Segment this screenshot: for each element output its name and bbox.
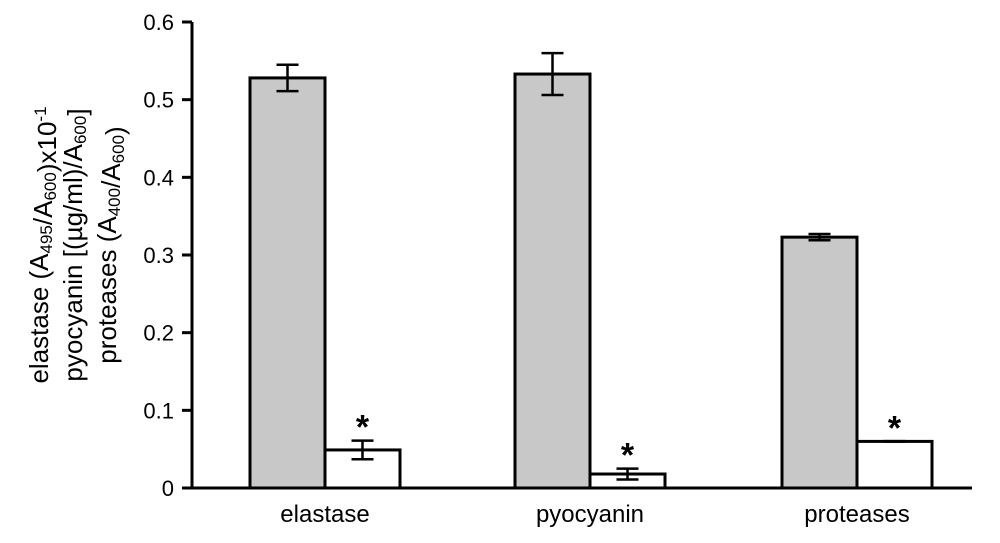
bar-proteases-series-2: [855, 439, 934, 490]
significance-marks: * * *: [356, 409, 902, 475]
y-axis-ticks: 0 0.1 0.2 0.3 0.4 0.5 0.6: [143, 10, 192, 501]
y-axis-label-run: pyocyanin [(µg/ml)/A: [58, 143, 88, 381]
y-axis-label-run: /A: [28, 200, 58, 225]
significance-asterisk: *: [356, 409, 370, 447]
y-axis-label-run: 600: [109, 135, 128, 163]
x-category-label: proteases: [804, 501, 909, 528]
y-axis-label-run: )x10: [32, 122, 62, 173]
y-axis-label-run: elastase (A: [24, 253, 54, 384]
y-tick-label: 0.2: [143, 321, 174, 346]
bar-proteases-series-1: [780, 235, 859, 490]
y-axis-label-run: ): [100, 126, 130, 135]
y-tick-label: 0.4: [143, 165, 174, 190]
y-axis-label-line-3: proteases (A400/A600): [92, 126, 130, 363]
y-axis-label-line-2: pyocyanin [(µg/ml)/A600]: [58, 108, 92, 381]
y-axis-label-run: 600: [71, 116, 90, 144]
y-axis-label-run: /A: [96, 163, 126, 188]
significance-asterisk: *: [888, 409, 902, 447]
y-tick-label: 0.3: [143, 243, 174, 268]
y-axis-label-run: proteases (A: [92, 216, 122, 364]
x-category-label: pyocyanin: [536, 501, 644, 528]
bars: [248, 72, 934, 490]
y-axis-label-run: ]: [62, 108, 92, 115]
y-tick-label: 0.6: [143, 10, 174, 35]
y-tick-label: 0: [162, 476, 174, 501]
y-axis-label-run: 400: [105, 188, 124, 216]
y-axis-label-run: 600: [41, 172, 60, 200]
x-axis-categories: elastase pyocyanin proteases: [280, 501, 909, 528]
bar-elastase-series-1: [248, 76, 327, 490]
y-axis-label-line-1: elastase (A495/A600)x10-1: [24, 106, 62, 383]
y-tick-label: 0.1: [143, 398, 174, 423]
x-category-label: elastase: [280, 501, 369, 528]
y-axis-label-run: -1: [31, 106, 50, 121]
y-axis-label-run: 495: [37, 225, 56, 253]
y-tick-label: 0.5: [143, 88, 174, 113]
error-bars: [276, 51, 906, 481]
significance-asterisk: *: [621, 437, 635, 475]
bar-pyocyanin-series-1: [513, 72, 592, 490]
